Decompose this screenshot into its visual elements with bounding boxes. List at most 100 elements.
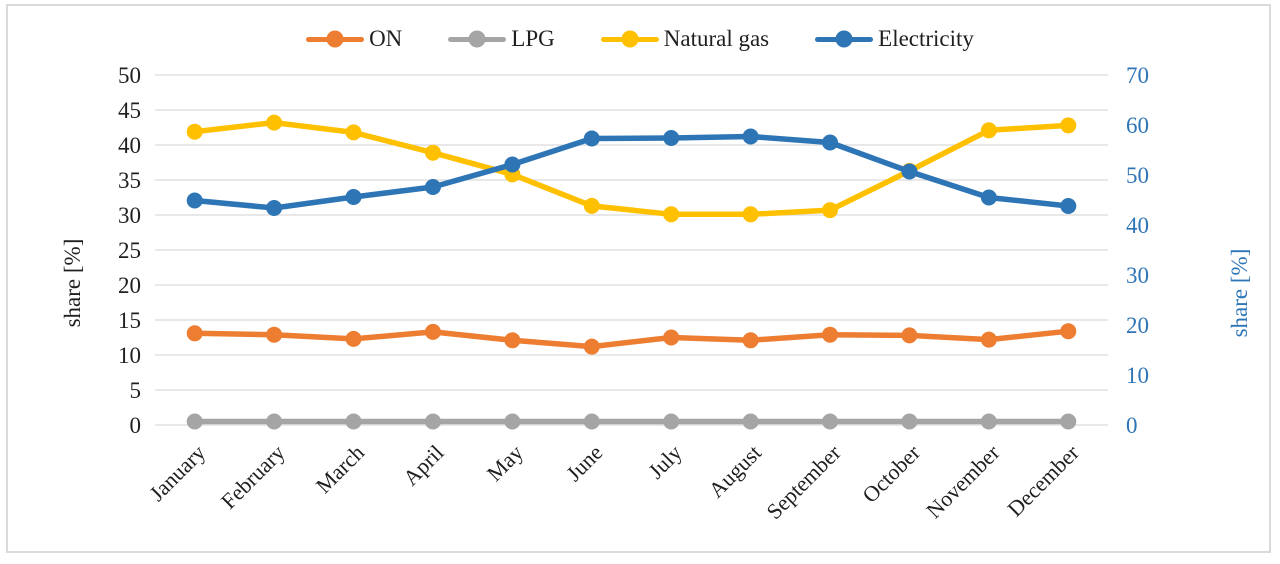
chart-legend: ON LPG Natural gas Electricity xyxy=(0,26,1280,52)
data-point-lpg-august xyxy=(742,413,759,430)
data-point-lpg-october xyxy=(901,413,918,430)
x-axis-label-february: February xyxy=(216,440,290,514)
left-axis-tick: 20 xyxy=(118,273,141,298)
legend-item-natural-gas: Natural gas xyxy=(600,26,770,52)
data-point-electricity-march xyxy=(345,189,362,205)
legend-dot-icon xyxy=(835,30,853,48)
data-point-natural-gas-april xyxy=(424,144,441,161)
legend-dot-icon xyxy=(468,30,486,48)
data-point-lpg-january xyxy=(186,413,203,430)
data-point-on-august xyxy=(742,332,759,349)
right-axis-ticks: 0 10 20 30 40 50 60 70 xyxy=(1126,63,1149,438)
data-point-on-july xyxy=(663,329,680,346)
legend-marker-icon xyxy=(600,30,659,48)
left-axis-tick: 45 xyxy=(118,98,141,123)
legend-label: ON xyxy=(369,26,403,51)
legend-dot-icon xyxy=(326,30,344,48)
data-point-on-april xyxy=(424,323,441,340)
data-point-on-september xyxy=(822,326,839,343)
legend-dot-icon xyxy=(621,30,639,48)
right-axis-tick: 30 xyxy=(1126,263,1149,288)
data-point-electricity-september xyxy=(822,134,839,151)
legend-item-on: ON xyxy=(306,26,402,52)
right-axis-tick: 0 xyxy=(1126,413,1138,438)
data-point-electricity-october xyxy=(901,163,918,180)
x-axis-label-january: January xyxy=(144,440,210,506)
data-point-lpg-april xyxy=(424,413,441,430)
x-axis-labels: January February March April May June July Augu… xyxy=(144,439,1084,524)
x-axis-label-october: October xyxy=(857,439,925,507)
left-axis-tick: 25 xyxy=(118,238,141,263)
left-axis-tick: 40 xyxy=(118,133,141,158)
data-point-natural-gas-january xyxy=(186,123,203,140)
data-point-electricity-june xyxy=(583,130,600,147)
x-axis-label-september: September xyxy=(761,439,846,524)
gridlines xyxy=(155,74,1108,426)
series-electricity xyxy=(186,128,1077,216)
right-axis-tick: 60 xyxy=(1126,113,1149,138)
left-axis-title: share [%] xyxy=(60,239,85,328)
x-axis-label-june: June xyxy=(561,440,607,486)
data-point-on-may xyxy=(504,332,521,349)
data-point-lpg-july xyxy=(663,413,680,430)
legend-marker-icon xyxy=(448,30,507,48)
x-axis-label-may: May xyxy=(482,440,528,486)
series-line-natural-gas xyxy=(191,119,1072,218)
left-axis-tick: 0 xyxy=(130,413,142,438)
data-point-lpg-september xyxy=(822,413,839,430)
data-point-lpg-may xyxy=(504,413,521,430)
right-axis-tick: 40 xyxy=(1126,213,1149,238)
data-point-lpg-november xyxy=(980,413,997,430)
data-point-natural-gas-november xyxy=(980,122,997,139)
data-point-natural-gas-december xyxy=(1060,117,1077,134)
series-lpg xyxy=(186,413,1077,430)
left-axis-tick: 35 xyxy=(118,168,141,193)
data-point-on-january xyxy=(186,325,203,342)
data-point-natural-gas-june xyxy=(583,197,600,214)
data-point-natural-gas-september xyxy=(822,202,839,219)
data-point-electricity-may xyxy=(504,156,521,173)
legend-label: LPG xyxy=(511,26,555,51)
data-point-lpg-february xyxy=(266,413,283,430)
series-natural-gas xyxy=(186,114,1077,223)
right-axis-title: share [%] xyxy=(1227,249,1252,338)
x-axis-label-july: July xyxy=(643,440,687,484)
data-point-electricity-august xyxy=(742,128,759,145)
data-point-electricity-december xyxy=(1060,198,1077,214)
legend-label: Natural gas xyxy=(663,26,770,51)
data-point-on-february xyxy=(266,326,283,343)
data-point-natural-gas-august xyxy=(742,206,759,223)
right-axis-tick: 70 xyxy=(1126,63,1149,88)
data-point-on-november xyxy=(980,331,997,348)
data-point-natural-gas-march xyxy=(345,124,362,141)
series-line-electricity xyxy=(191,133,1072,211)
data-point-lpg-march xyxy=(345,413,362,430)
right-axis-tick: 20 xyxy=(1126,313,1149,338)
x-axis-label-november: November xyxy=(921,439,1005,523)
right-axis-tick: 10 xyxy=(1126,363,1149,388)
left-axis-tick: 15 xyxy=(118,308,141,333)
left-axis-tick: 50 xyxy=(118,63,141,88)
x-axis-label-april: April xyxy=(398,440,449,491)
x-axis-label-august: August xyxy=(704,440,767,503)
data-point-on-october xyxy=(901,327,918,344)
legend-item-lpg: LPG xyxy=(448,26,555,52)
legend-item-electricity: Electricity xyxy=(815,26,974,52)
data-point-electricity-january xyxy=(186,192,203,209)
x-axis-label-december: December xyxy=(1002,439,1084,521)
left-axis-ticks: 0 5 10 15 20 25 30 35 40 45 50 xyxy=(118,63,141,438)
data-point-on-december xyxy=(1060,323,1077,340)
data-point-lpg-december xyxy=(1060,413,1077,430)
data-point-on-march xyxy=(345,330,362,347)
data-point-natural-gas-february xyxy=(266,114,283,131)
series-on xyxy=(186,323,1077,355)
data-point-lpg-june xyxy=(583,413,600,430)
left-axis-tick: 30 xyxy=(118,203,141,228)
legend-marker-icon xyxy=(306,30,365,48)
legend-label: Electricity xyxy=(878,26,974,51)
data-point-on-june xyxy=(583,338,600,355)
data-point-natural-gas-july xyxy=(663,206,680,223)
data-point-electricity-november xyxy=(980,189,997,206)
